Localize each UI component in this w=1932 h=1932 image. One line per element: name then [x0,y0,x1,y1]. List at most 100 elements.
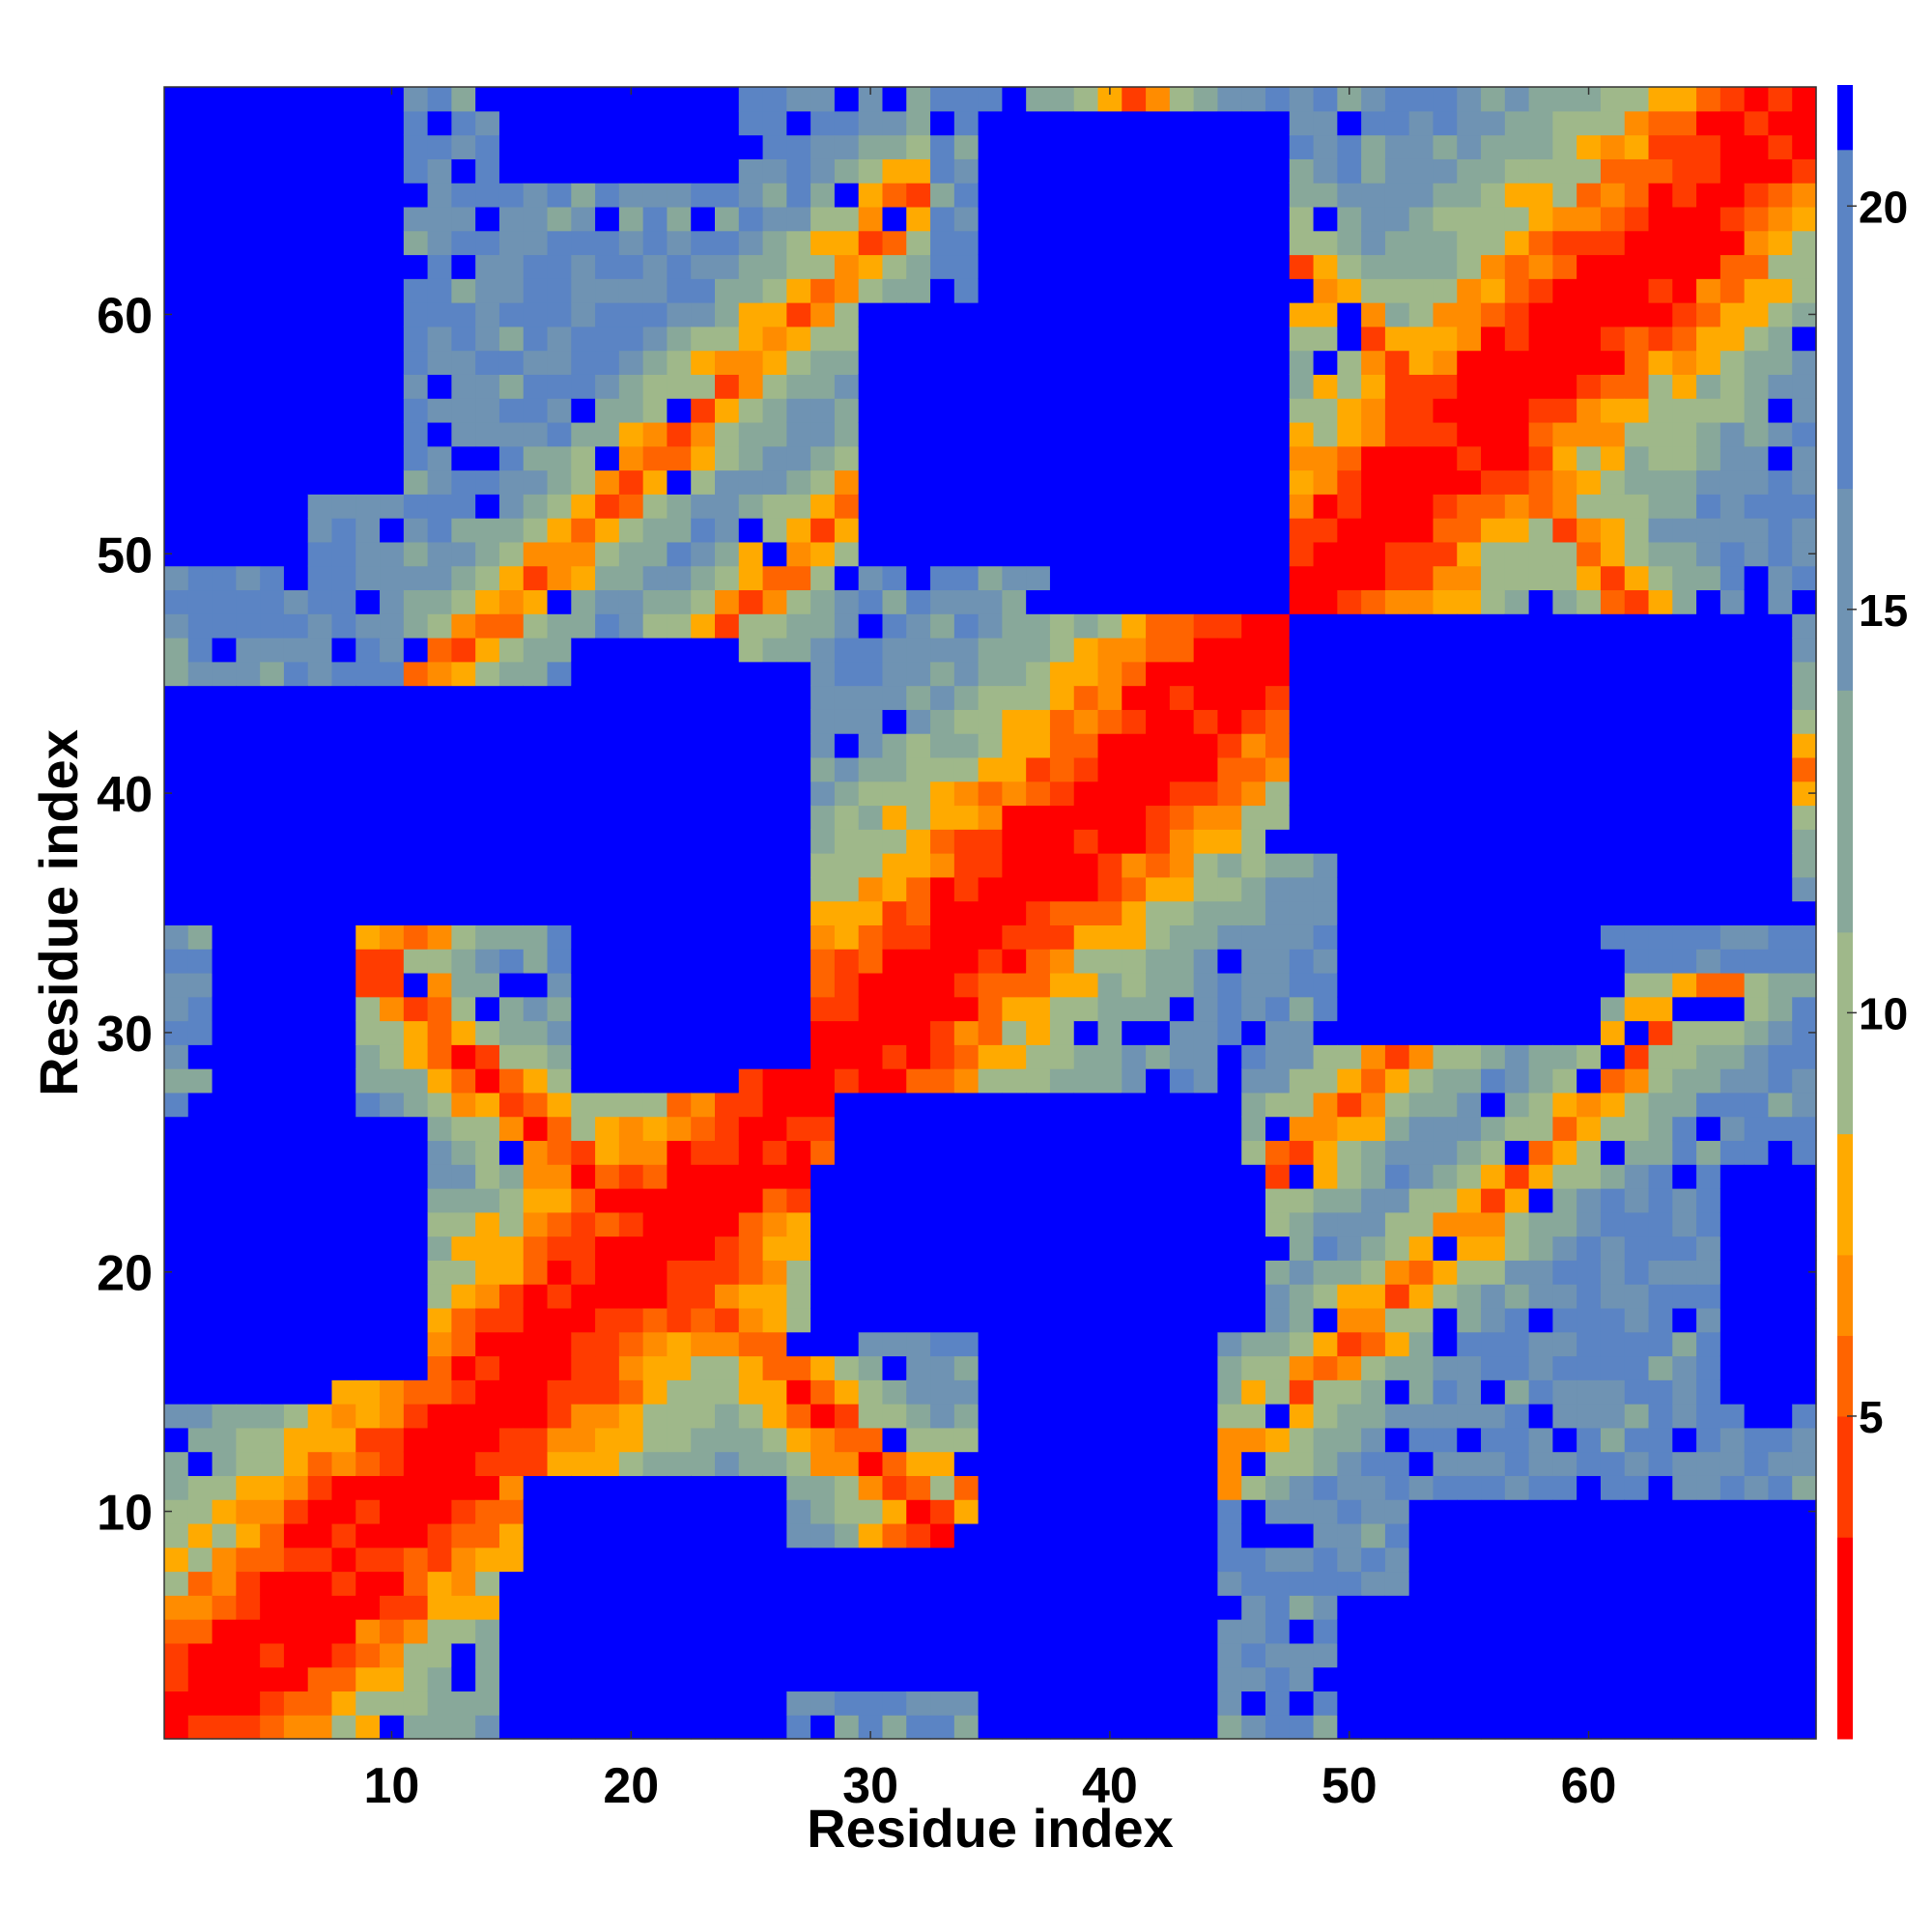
heatmap-cell [1481,1355,1506,1380]
heatmap-cell [1696,278,1721,303]
heatmap-cell [427,1068,452,1094]
heatmap-cell [618,1571,644,1596]
heatmap-cell [1361,302,1386,327]
heatmap-cell [618,733,644,758]
heatmap-cell [1026,565,1051,591]
heatmap-cell [906,1451,931,1476]
heatmap-cell [1696,1116,1721,1142]
heatmap-cell [906,1642,931,1668]
heatmap-cell [1719,1140,1746,1165]
heatmap-cell [212,613,237,639]
heatmap-cell [618,374,644,399]
heatmap-cell [1624,1164,1650,1189]
heatmap-cell [595,853,620,878]
heatmap-cell [667,613,692,639]
heatmap-cell [1361,1499,1386,1524]
heatmap-cell [475,350,500,375]
heatmap-cell [762,1404,787,1429]
heatmap-cell [810,87,836,112]
heatmap-cell [1265,1451,1291,1476]
heatmap-cell [1481,565,1506,591]
heatmap-cell [618,1020,644,1045]
heatmap-cell [738,134,764,159]
heatmap-cell [403,541,429,567]
heatmap-cell [810,421,836,447]
heatmap-cell [1193,661,1219,687]
heatmap-cell [1265,1642,1291,1668]
heatmap-cell [1504,302,1530,327]
heatmap-cell [1313,733,1338,758]
heatmap-cell [1433,1260,1458,1285]
heatmap-cell [834,1284,860,1309]
heatmap-cell [307,1140,333,1165]
heatmap-cell [1504,1140,1530,1165]
heatmap-cell [1696,110,1721,136]
heatmap-cell [1744,1499,1770,1524]
heatmap-cell [1049,1427,1075,1453]
heatmap-cell [1672,541,1697,567]
heatmap-cell [523,469,549,495]
heatmap-cell [1433,1092,1458,1118]
heatmap-cell [978,1595,1003,1620]
heatmap-cell [1577,1379,1602,1405]
heatmap-cell [1122,1619,1147,1644]
heatmap-cell [427,613,452,639]
heatmap-cell [1241,1499,1266,1524]
heatmap-cell [1241,469,1266,495]
colorbar-segment [1837,1254,1853,1336]
heatmap-cell [427,1092,452,1118]
heatmap-cell [1265,1211,1291,1237]
heatmap-cell [1768,254,1793,279]
heatmap-cell [1672,1379,1697,1405]
heatmap-cell [1026,469,1051,495]
heatmap-cell [1577,805,1602,830]
heatmap-cell [667,518,692,543]
heatmap-cell [1552,1140,1577,1165]
heatmap-cell [810,1260,836,1285]
heatmap-cell [1337,230,1362,256]
heatmap-cell [1265,110,1291,136]
heatmap-cell [1002,1116,1027,1142]
heatmap-cell [260,1211,285,1237]
heatmap-cell [1577,1307,1602,1333]
heatmap-cell [403,1666,429,1692]
heatmap-cell [1552,565,1577,591]
heatmap-cell [906,374,931,399]
heatmap-cell [498,1116,525,1142]
heatmap-cell [1719,1499,1746,1524]
heatmap-cell [691,1690,716,1716]
heatmap-cell [906,494,931,519]
heatmap-cell [547,733,572,758]
heatmap-cell [403,1547,429,1573]
heatmap-cell [1528,230,1553,256]
heatmap-cell [212,805,237,830]
heatmap-cell [212,278,237,303]
heatmap-cell [667,1451,692,1476]
heatmap-cell [1719,853,1746,878]
heatmap-cell [810,374,836,399]
heatmap-cell [1146,853,1171,878]
heatmap-cell [547,518,572,543]
heatmap-cell [1481,1211,1506,1237]
heatmap-cell [1528,972,1553,998]
heatmap-cell [786,541,811,567]
heatmap-cell [882,1140,907,1165]
heatmap-cell [953,374,980,399]
heatmap-cell [1696,638,1721,663]
heatmap-cell [1504,87,1530,112]
heatmap-cell [595,158,620,184]
heatmap-cell [260,1404,285,1429]
heatmap-cell [1408,206,1435,232]
heatmap-cell [283,206,309,232]
heatmap-cell [1792,1475,1817,1500]
heatmap-cell [1600,350,1626,375]
heatmap-cell [906,1715,931,1740]
heatmap-cell [1719,1475,1746,1500]
heatmap-cell [1481,709,1506,734]
heatmap-cell [715,1475,740,1500]
heatmap-cell [1457,1355,1482,1380]
heatmap-cell [810,326,836,352]
heatmap-cell [283,398,309,423]
heatmap-cell [498,900,525,925]
heatmap-cell [1744,709,1770,734]
